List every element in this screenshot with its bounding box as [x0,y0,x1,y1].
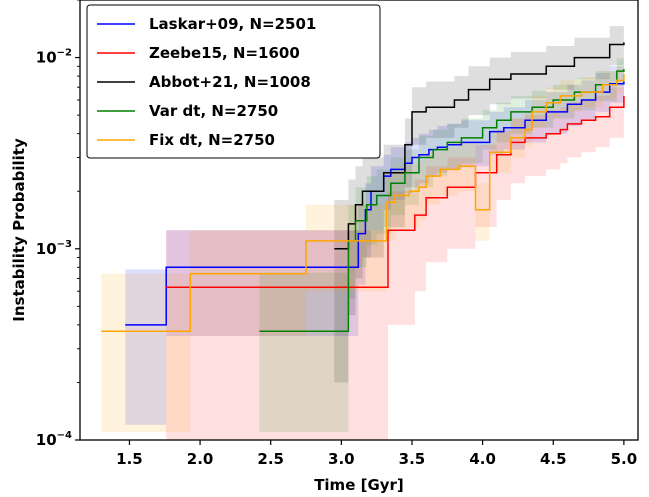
legend-label-4: Var dt, N=2750 [149,102,278,120]
legend-label-2: Zeebe15, N=1600 [149,44,300,62]
x-tick-label: 2.5 [257,450,284,468]
x-tick-label: 4.0 [469,450,496,468]
line-series-4 [259,69,625,333]
x-axis-title: Time [Gyr] [314,476,404,494]
legend-box [86,4,381,159]
x-tick-label: 3.5 [399,450,426,468]
y-tick-label: 10−3 [36,239,72,258]
x-tick-label: 3.0 [328,450,355,468]
legend: Laskar+09, N=2501 Zeebe15, N=1600 Abbot+21… [86,4,381,159]
line-series-1 [125,81,625,326]
x-tick-label: 2.0 [187,450,214,468]
x-tick-label: 1.5 [116,450,143,468]
y-axis: 10−4 10−3 10−2 [36,0,80,449]
line-series-2 [166,95,625,288]
band-series-2 [166,78,624,440]
plot-frame [79,0,639,441]
y-tick-label: 10−4 [36,430,72,449]
band-series-5 [101,60,624,433]
legend-label-3: Abbot+21, N=1008 [149,73,311,91]
x-axis: 1.5 2.0 2.5 3.0 3.5 4.0 4.5 5.0 [116,440,637,468]
legend-label-5: Fix dt, N=2750 [149,131,275,149]
band-series-4 [259,56,624,433]
legend-label-1: Laskar+09, N=2501 [149,15,316,33]
y-axis-title: Instability Probability [10,138,28,322]
line-series-5 [101,74,625,333]
x-tick-label: 5.0 [611,450,638,468]
y-tick-label: 10−2 [36,48,72,67]
series-lines [101,42,625,333]
line-series-3 [334,42,625,250]
x-tick-label: 4.5 [540,450,567,468]
band-series-3 [334,23,624,383]
